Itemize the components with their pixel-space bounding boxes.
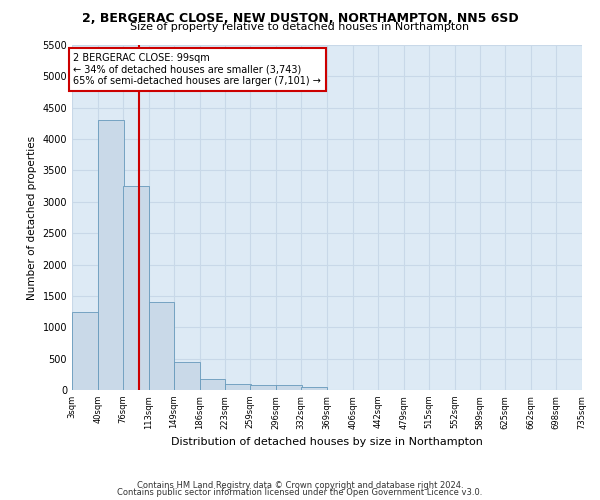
Bar (174, 362, 199, 390)
X-axis label: Distribution of detached houses by size in Northampton: Distribution of detached houses by size … (171, 437, 483, 447)
Text: 2, BERGERAC CLOSE, NEW DUSTON, NORTHAMPTON, NN5 6SD: 2, BERGERAC CLOSE, NEW DUSTON, NORTHAMPT… (82, 12, 518, 26)
Text: Contains HM Land Registry data © Crown copyright and database right 2024.: Contains HM Land Registry data © Crown c… (137, 480, 463, 490)
Y-axis label: Number of detached properties: Number of detached properties (27, 136, 37, 300)
Bar (72, 312, 98, 390)
Bar (250, 386, 276, 390)
Bar (276, 386, 302, 390)
Bar (225, 384, 251, 390)
Bar (123, 186, 149, 390)
Bar (149, 302, 175, 390)
Text: Contains public sector information licensed under the Open Government Licence v3: Contains public sector information licen… (118, 488, 482, 497)
Text: 2 BERGERAC CLOSE: 99sqm
← 34% of detached houses are smaller (3,743)
65% of semi: 2 BERGERAC CLOSE: 99sqm ← 34% of detache… (73, 52, 321, 86)
Bar (98, 120, 124, 390)
Bar (199, 379, 225, 390)
Text: Size of property relative to detached houses in Northampton: Size of property relative to detached ho… (130, 22, 470, 32)
Bar (301, 387, 327, 390)
